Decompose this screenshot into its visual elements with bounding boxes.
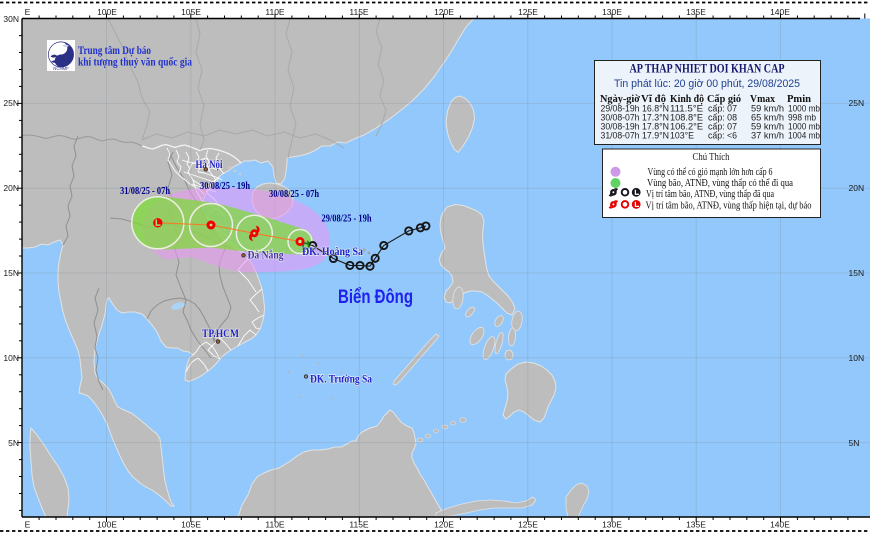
svg-text:37 km/h: 37 km/h [751, 131, 784, 141]
svg-text:130E: 130E [602, 7, 622, 17]
svg-text:110E: 110E [265, 520, 285, 530]
svg-text:Ngày-giờ: Ngày-giờ [600, 94, 640, 105]
svg-text:29/08-19h: 29/08-19h [601, 103, 640, 113]
svg-text:khí tượng thuỷ văn quốc gia: khí tượng thuỷ văn quốc gia [78, 56, 192, 69]
svg-text:115E: 115E [349, 520, 369, 530]
svg-text:59 km/h: 59 km/h [751, 103, 784, 113]
svg-text:110E: 110E [265, 7, 285, 17]
svg-text:20N: 20N [849, 183, 865, 193]
svg-text:17.8°N: 17.8°N [642, 122, 669, 132]
svg-text:Tin phát lúc: 20 giờ 00 phút,: Tin phát lúc: 20 giờ 00 phút, 29/08/2025 [614, 78, 800, 90]
svg-text:30N: 30N [3, 14, 19, 24]
svg-text:E: E [25, 520, 31, 530]
svg-text:Đà Nẵng: Đà Nẵng [248, 249, 284, 262]
svg-text:30/08/25 - 07h: 30/08/25 - 07h [269, 189, 319, 200]
svg-text:ĐK. Hoàng Sa: ĐK. Hoàng Sa [302, 246, 363, 258]
svg-text:120E: 120E [434, 520, 454, 530]
svg-text:cấp: 07: cấp: 07 [708, 122, 737, 132]
svg-text:10N: 10N [3, 353, 19, 363]
svg-text:Vmax: Vmax [750, 94, 775, 105]
svg-text:16.8°N: 16.8°N [642, 103, 669, 113]
svg-text:Chú Thích: Chú Thích [693, 152, 731, 163]
svg-text:Trung tâm Dự báo: Trung tâm Dự báo [78, 45, 151, 57]
svg-text:135E: 135E [686, 520, 706, 530]
svg-text:5N: 5N [8, 438, 19, 448]
svg-text:100E: 100E [97, 7, 117, 17]
svg-text:998 mb: 998 mb [788, 112, 816, 122]
svg-text:Hà Nội: Hà Nội [196, 159, 224, 171]
svg-text:E: E [25, 7, 31, 17]
svg-text:30/08-19h: 30/08-19h [601, 122, 640, 132]
svg-text:cấp: 08: cấp: 08 [708, 112, 737, 122]
svg-text:25N: 25N [849, 98, 865, 108]
svg-text:Vĩ độ: Vĩ độ [641, 94, 666, 105]
svg-text:120E: 120E [434, 7, 454, 17]
svg-text:111.5°E: 111.5°E [670, 103, 703, 113]
svg-text:106.2°E: 106.2°E [670, 122, 703, 132]
svg-text:NCHMF: NCHMF [53, 66, 69, 71]
svg-text:17.3°N: 17.3°N [642, 112, 669, 122]
svg-text:130E: 130E [602, 520, 622, 530]
svg-text:ĐK. Trường Sa: ĐK. Trường Sa [310, 374, 372, 386]
svg-text:65 km/h: 65 km/h [751, 112, 784, 122]
svg-text:AP THAP NHIET DOI KHAN CAP: AP THAP NHIET DOI KHAN CAP [630, 61, 785, 76]
svg-text:cấp: <6: cấp: <6 [708, 131, 737, 141]
svg-text:1000 mb: 1000 mb [788, 122, 820, 132]
svg-text:TP.HCM: TP.HCM [202, 328, 239, 340]
svg-text:135E: 135E [686, 7, 706, 17]
svg-text:1004 mb: 1004 mb [788, 131, 820, 141]
svg-text:140E: 140E [770, 7, 790, 17]
svg-text:125E: 125E [518, 520, 538, 530]
svg-text:20N: 20N [3, 183, 19, 193]
svg-text:103°E: 103°E [670, 131, 694, 141]
svg-text:Vị trí tâm bão, ATNĐ, vùng thấ: Vị trí tâm bão, ATNĐ, vùng thấp đã qua [646, 189, 774, 200]
svg-text:25N: 25N [3, 98, 19, 108]
svg-text:Kinh độ: Kinh độ [670, 94, 704, 105]
svg-text:Vùng bão, ATNĐ, vùng thấp có t: Vùng bão, ATNĐ, vùng thấp có thể đi qua [647, 178, 793, 189]
svg-text:10N: 10N [849, 353, 865, 363]
svg-text:105E: 105E [181, 7, 201, 17]
svg-text:Vùng có thể có gió mạnh lớn hơ: Vùng có thể có gió mạnh lớn hơn cấp 6 [648, 167, 773, 178]
svg-text:1000 mb: 1000 mb [788, 103, 820, 113]
svg-text:31/08-07h: 31/08-07h [601, 131, 640, 141]
svg-text:125E: 125E [518, 7, 538, 17]
svg-text:15N: 15N [849, 268, 865, 278]
svg-text:30/08/25 - 19h: 30/08/25 - 19h [200, 181, 250, 192]
svg-text:15N: 15N [3, 268, 19, 278]
svg-text:cấp: 07: cấp: 07 [708, 103, 737, 113]
svg-text:30/08-07h: 30/08-07h [601, 112, 640, 122]
svg-text:59 km/h: 59 km/h [751, 122, 784, 132]
svg-text:31/08/25 - 07h: 31/08/25 - 07h [120, 186, 170, 197]
svg-text:17.9°N: 17.9°N [642, 131, 669, 141]
svg-text:Biển Đông: Biển Đông [338, 287, 413, 308]
svg-text:5N: 5N [849, 438, 860, 448]
svg-text:105E: 105E [181, 520, 201, 530]
svg-text:29/08/25 - 19h: 29/08/25 - 19h [322, 214, 372, 225]
svg-text:Vị trí tâm bão, ATNĐ, vùng thấ: Vị trí tâm bão, ATNĐ, vùng thấp hiện tại… [646, 201, 812, 212]
svg-text:100E: 100E [97, 520, 117, 530]
svg-text:Pmin: Pmin [787, 94, 811, 105]
svg-text:115E: 115E [349, 7, 369, 17]
svg-text:140E: 140E [770, 520, 790, 530]
svg-text:Cấp gió: Cấp gió [707, 94, 741, 105]
svg-text:108.8°E: 108.8°E [670, 112, 703, 122]
